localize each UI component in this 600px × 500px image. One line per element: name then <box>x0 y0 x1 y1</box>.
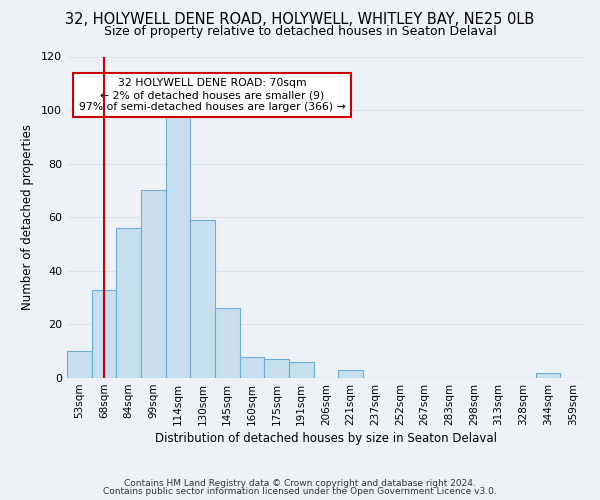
X-axis label: Distribution of detached houses by size in Seaton Delaval: Distribution of detached houses by size … <box>155 432 497 445</box>
Text: Size of property relative to detached houses in Seaton Delaval: Size of property relative to detached ho… <box>104 25 496 38</box>
Text: Contains HM Land Registry data © Crown copyright and database right 2024.: Contains HM Land Registry data © Crown c… <box>124 478 476 488</box>
Bar <box>536 372 560 378</box>
Bar <box>215 308 239 378</box>
Bar <box>239 356 264 378</box>
Y-axis label: Number of detached properties: Number of detached properties <box>21 124 34 310</box>
Bar <box>264 360 289 378</box>
Text: 32 HOLYWELL DENE ROAD: 70sqm
← 2% of detached houses are smaller (9)
97% of semi: 32 HOLYWELL DENE ROAD: 70sqm ← 2% of det… <box>79 78 346 112</box>
Bar <box>92 290 116 378</box>
Bar <box>166 108 190 378</box>
Bar <box>67 352 92 378</box>
Bar <box>190 220 215 378</box>
Bar <box>116 228 141 378</box>
Bar <box>338 370 363 378</box>
Text: 32, HOLYWELL DENE ROAD, HOLYWELL, WHITLEY BAY, NE25 0LB: 32, HOLYWELL DENE ROAD, HOLYWELL, WHITLE… <box>65 12 535 28</box>
Bar <box>289 362 314 378</box>
Bar <box>141 190 166 378</box>
Text: Contains public sector information licensed under the Open Government Licence v3: Contains public sector information licen… <box>103 487 497 496</box>
